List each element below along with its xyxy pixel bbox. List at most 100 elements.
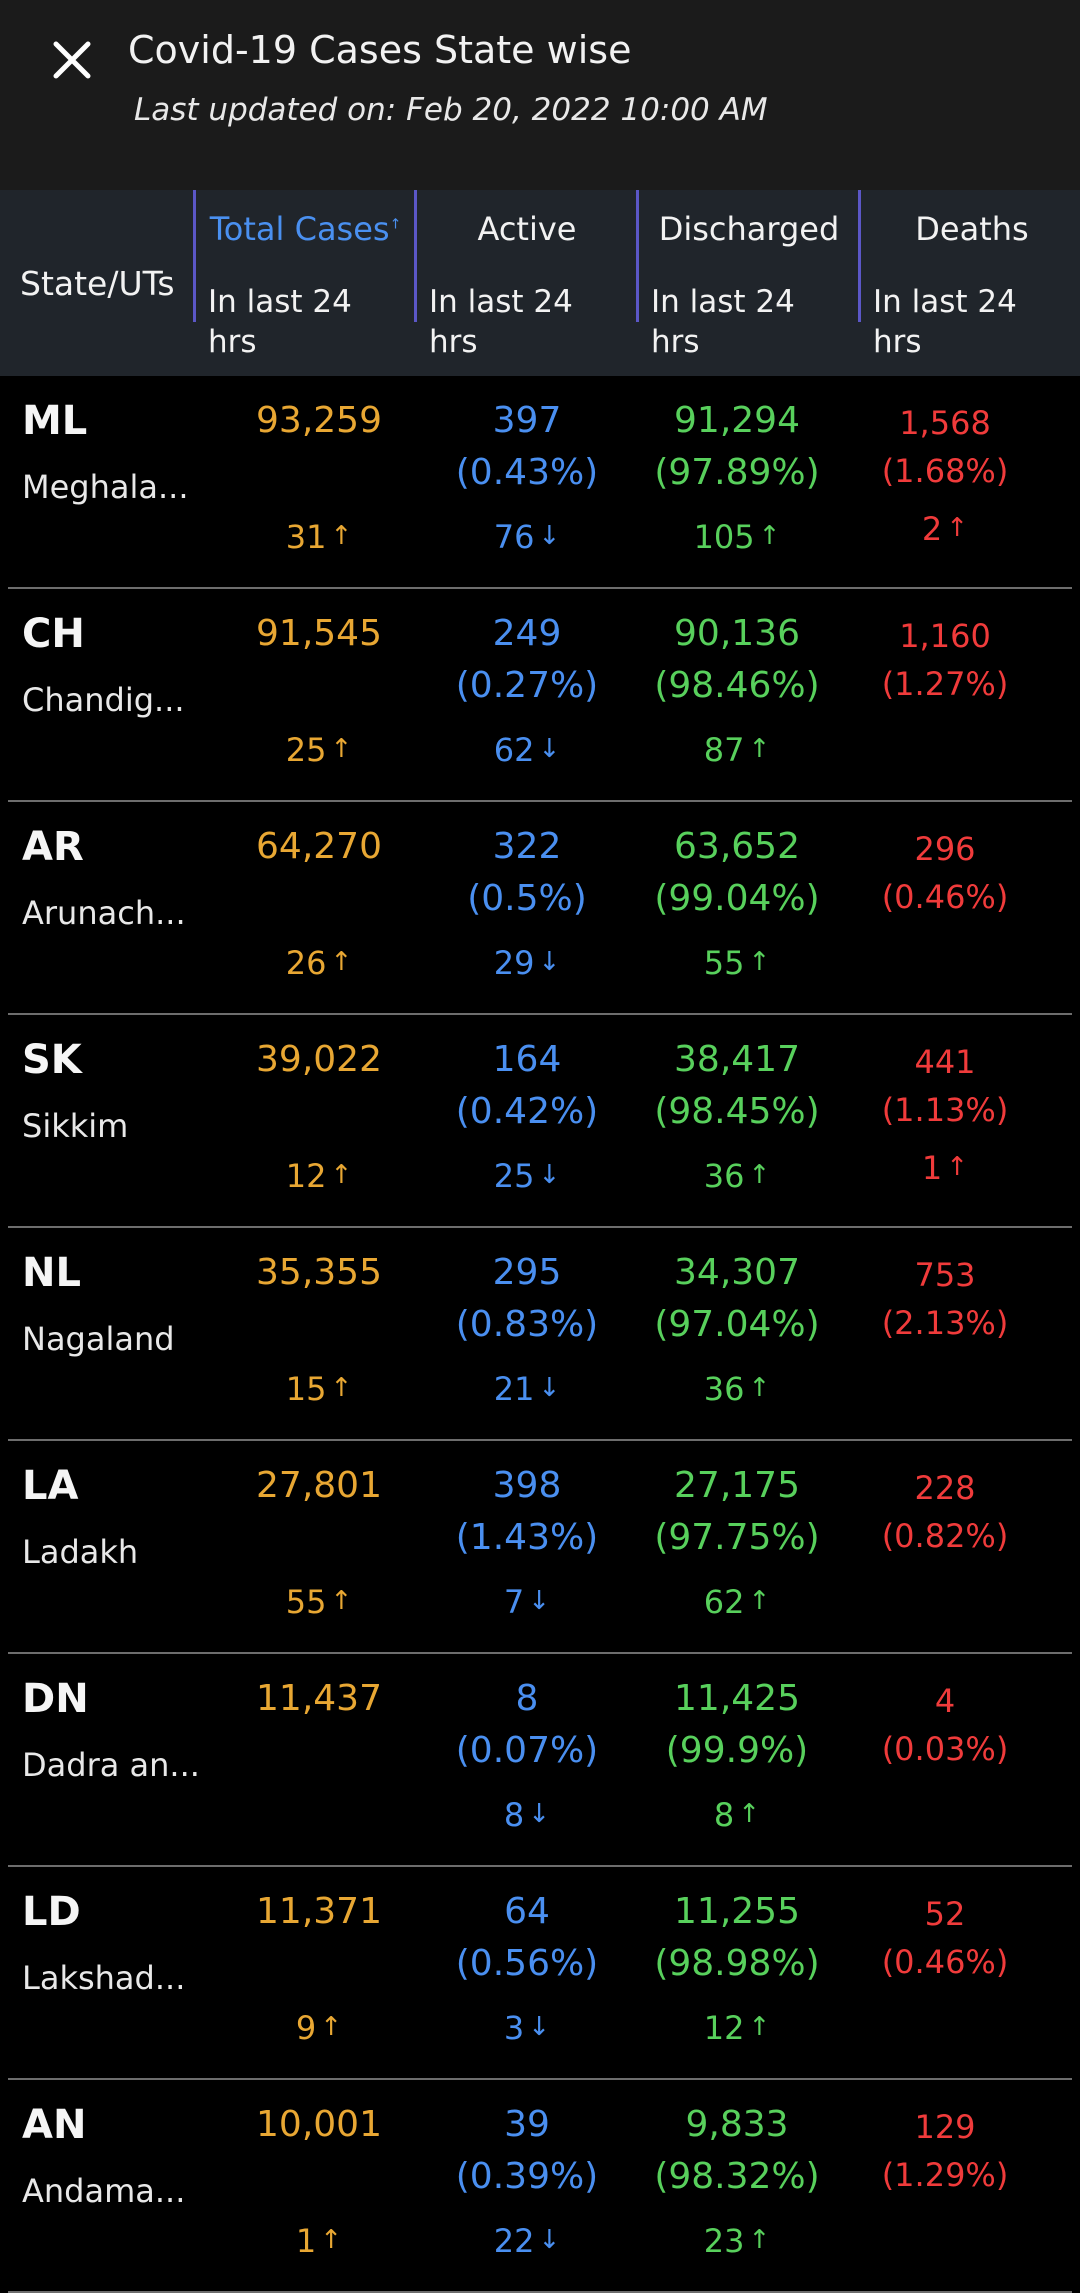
state-list: ML Meghala... 93,259 31 ↑ 397 (0.43%) 76 ↓… — [0, 376, 1080, 2293]
table-row[interactable]: AN Andama... 10,001 1 ↑ 39 (0.39%) 22 ↓ 9,… — [8, 2080, 1072, 2293]
column-header-active[interactable]: Active In last 24 hrs — [414, 190, 637, 360]
active-value: 164 — [492, 1039, 562, 1080]
deaths-percent: (1.29%) — [881, 2156, 1009, 2194]
column-label: Discharged — [658, 210, 840, 248]
arrow-up-icon: ↑ — [330, 521, 353, 551]
arrow-up-icon: ↑ — [330, 1373, 353, 1403]
table-row[interactable]: ML Meghala... 93,259 31 ↑ 397 (0.43%) 76 ↓… — [8, 376, 1072, 589]
deaths-delta: 1 ↑ — [921, 1149, 969, 1187]
total-cases-value: 11,437 — [256, 1678, 382, 1719]
active-delta: 21 ↓ — [493, 1370, 561, 1408]
discharged-value: 38,417 — [674, 1039, 800, 1080]
discharged-delta: 62 ↑ — [703, 1583, 771, 1621]
table-row[interactable]: LD Lakshad... 11,371 9 ↑ 64 (0.56%) 3 ↓ 11… — [8, 1867, 1072, 2080]
discharged-value: 34,307 — [674, 1252, 800, 1293]
column-header-deaths[interactable]: Deaths In last 24 hrs — [858, 190, 1080, 360]
arrow-up-icon: ↑ — [748, 2012, 771, 2042]
discharged-value: 11,425 — [674, 1678, 800, 1719]
column-header-total-cases[interactable]: Total Cases↑ In last 24 hrs — [193, 190, 415, 360]
total-cases-value: 11,371 — [256, 1891, 382, 1932]
page-title: Covid-19 Cases State wise — [128, 28, 632, 72]
active-value: 295 — [492, 1252, 562, 1293]
deaths-value: 4 — [934, 1682, 956, 1720]
column-label: Deaths — [915, 210, 1029, 248]
state-code: CH — [22, 611, 85, 657]
close-icon[interactable] — [48, 36, 96, 84]
discharged-percent: (99.04%) — [654, 878, 820, 919]
discharged-value: 63,652 — [674, 826, 800, 867]
arrow-up-icon: ↑ — [758, 521, 781, 551]
active-delta: 8 ↓ — [503, 1796, 551, 1834]
deaths-value: 753 — [914, 1256, 976, 1294]
discharged-value: 90,136 — [674, 613, 800, 654]
active-value: 397 — [492, 400, 562, 441]
active-delta: 29 ↓ — [493, 944, 561, 982]
deaths-value: 228 — [914, 1469, 976, 1507]
total-cases-value: 64,270 — [256, 826, 382, 867]
state-name: Arunach... — [22, 894, 186, 932]
discharged-percent: (97.04%) — [654, 1304, 820, 1345]
total-cases-value: 27,801 — [256, 1465, 382, 1506]
total-cases-value: 39,022 — [256, 1039, 382, 1080]
arrow-down-icon: ↓ — [528, 1586, 551, 1616]
deaths-value: 1,160 — [899, 617, 991, 655]
table-row[interactable]: DN Dadra an... 11,437 8 (0.07%) 8 ↓ 11,42… — [8, 1654, 1072, 1867]
column-label: Active — [477, 210, 577, 248]
column-sublabel: In last 24 hrs — [429, 284, 573, 360]
active-value: 64 — [504, 1891, 550, 1932]
table-row[interactable]: CH Chandig... 91,545 25 ↑ 249 (0.27%) 62 ↓… — [8, 589, 1072, 802]
discharged-percent: (97.75%) — [654, 1517, 820, 1558]
arrow-up-icon: ↑ — [748, 1586, 771, 1616]
state-code: AR — [22, 824, 84, 870]
state-name: Andama... — [22, 2172, 186, 2210]
active-delta: 3 ↓ — [503, 2009, 551, 2047]
arrow-up-icon: ↑ — [330, 1586, 353, 1616]
discharged-value: 27,175 — [674, 1465, 800, 1506]
state-name: Sikkim — [22, 1107, 129, 1145]
table-row[interactable]: AR Arunach... 64,270 26 ↑ 322 (0.5%) 29 ↓ … — [8, 802, 1072, 1015]
discharged-percent: (98.98%) — [654, 1943, 820, 1984]
arrow-up-icon: ↑ — [738, 1799, 761, 1829]
active-value: 249 — [492, 613, 562, 654]
deaths-value: 1,568 — [899, 404, 991, 442]
total-cases-delta: 26 ↑ — [285, 944, 353, 982]
discharged-delta: 105 ↑ — [693, 518, 781, 556]
arrow-down-icon: ↓ — [528, 1799, 551, 1829]
active-percent: (0.5%) — [467, 878, 587, 919]
column-header-discharged[interactable]: Discharged In last 24 hrs — [636, 190, 859, 360]
total-cases-delta: 1 ↑ — [295, 2222, 343, 2260]
column-header-state[interactable]: State/UTs — [20, 264, 175, 303]
deaths-percent: (0.46%) — [881, 878, 1009, 916]
discharged-percent: (97.89%) — [654, 452, 820, 493]
active-percent: (0.39%) — [455, 2156, 599, 2197]
discharged-delta: 36 ↑ — [703, 1157, 771, 1195]
sort-indicator-icon: ↑ — [389, 216, 402, 233]
table-row[interactable]: LA Ladakh 27,801 55 ↑ 398 (1.43%) 7 ↓ 27,1… — [8, 1441, 1072, 1654]
discharged-delta: 12 ↑ — [703, 2009, 771, 2047]
arrow-up-icon: ↑ — [748, 1160, 771, 1190]
discharged-percent: (98.32%) — [654, 2156, 820, 2197]
active-percent: (0.42%) — [455, 1091, 599, 1132]
deaths-value: 296 — [914, 830, 976, 868]
deaths-value: 129 — [914, 2108, 976, 2146]
arrow-down-icon: ↓ — [538, 1373, 561, 1403]
discharged-delta: 36 ↑ — [703, 1370, 771, 1408]
arrow-up-icon: ↑ — [330, 947, 353, 977]
discharged-percent: (98.45%) — [654, 1091, 820, 1132]
state-name: Lakshad... — [22, 1959, 186, 1997]
total-cases-value: 35,355 — [256, 1252, 382, 1293]
state-code: ML — [22, 398, 88, 444]
total-cases-delta: 9 ↑ — [295, 2009, 343, 2047]
column-sublabel: In last 24 hrs — [873, 284, 1017, 360]
state-code: SK — [22, 1037, 82, 1083]
deaths-percent: (0.82%) — [881, 1517, 1009, 1555]
active-percent: (0.07%) — [455, 1730, 599, 1771]
table-row[interactable]: NL Nagaland 35,355 15 ↑ 295 (0.83%) 21 ↓ 3… — [8, 1228, 1072, 1441]
total-cases-delta: 25 ↑ — [285, 731, 353, 769]
deaths-percent: (0.46%) — [881, 1943, 1009, 1981]
state-code: AN — [22, 2102, 87, 2148]
table-row[interactable]: SK Sikkim 39,022 12 ↑ 164 (0.42%) 25 ↓ 38,… — [8, 1015, 1072, 1228]
state-code: NL — [22, 1250, 81, 1296]
active-value: 39 — [504, 2104, 550, 2145]
discharged-delta: 87 ↑ — [703, 731, 771, 769]
